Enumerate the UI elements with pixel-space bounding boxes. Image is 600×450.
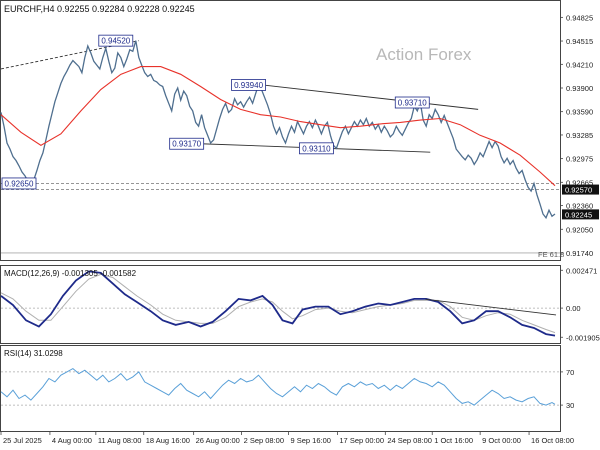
price-tag-label-0: 0.92570	[565, 186, 592, 195]
price-ytick-label-3: 0.93900	[566, 84, 593, 93]
price-tag-bg-1	[562, 209, 599, 220]
macd-signal-line	[0, 273, 556, 334]
price-ytick-label-1: 0.94515	[566, 37, 593, 46]
macd-title: MACD(12,26,9) -0.001305 -0.001582	[4, 269, 137, 278]
level-box-2	[394, 96, 430, 109]
level-box-3	[169, 137, 205, 150]
macd-ytick-label-1: 0.00	[566, 304, 581, 313]
xtick-label-11: 16 Oct 08:00	[531, 436, 574, 445]
rsi-layer: 70 30	[0, 367, 574, 410]
level-label-2: 0.93710	[398, 99, 427, 108]
price-tag-label-1: 0.92245	[565, 210, 592, 219]
macd-layer: 0.002471 0.00 -0.001905	[0, 266, 600, 342]
macd-line	[0, 270, 556, 337]
xtick-label-2: 11 Aug 08:00	[98, 436, 142, 445]
price-layer: 0.94520 0.93940 0.93710 0.93170 0.93110 0.926…	[0, 13, 599, 258]
xtick-label-5: 2 Sep 08:00	[244, 436, 284, 445]
level-box-0	[98, 34, 134, 47]
price-tag-bg-0	[562, 184, 599, 195]
price-ytick-label-0: 0.94825	[566, 13, 593, 22]
level-box-5	[1, 177, 37, 190]
level-label-4: 0.93110	[302, 144, 331, 153]
price-ytick-label-7: 0.92665	[566, 178, 593, 187]
rsi-line	[0, 367, 556, 406]
price-ytick-label-5: 0.93285	[566, 131, 593, 140]
macd-ytick-label-0: 0.002471	[566, 266, 597, 275]
price-ytick-label-2: 0.94210	[566, 60, 593, 69]
xtick-label-3: 18 Aug 16:00	[146, 436, 190, 445]
price-trend-line-1	[262, 84, 479, 110]
level-box-4	[299, 142, 334, 155]
rsi-ytick-label-1: 30	[566, 401, 574, 410]
level-label-0: 0.94520	[101, 37, 130, 46]
rsi-panel-frame	[0, 345, 561, 432]
fe-label: FE 61.8	[538, 250, 564, 259]
price-ytick-label-4: 0.93590	[566, 108, 593, 117]
xtick-label-10: 9 Oct 00:00	[482, 436, 521, 445]
xtick-label-8: 24 Sep 08:00	[387, 436, 432, 445]
rsi-ytick-label-0: 70	[566, 368, 574, 377]
price-ytick-label-8: 0.92360	[566, 202, 593, 211]
level-box-1	[231, 79, 266, 91]
price-ytick-label-6: 0.92975	[566, 155, 593, 164]
xtick-label-4: 26 Aug 00:00	[196, 436, 240, 445]
price-ytick-label-10: 0.91740	[566, 249, 593, 258]
level-label-5: 0.92650	[5, 179, 34, 188]
price-ytick-label-9: 0.92050	[566, 225, 593, 234]
price-series-line	[0, 40, 556, 220]
watermark: Action Forex	[376, 45, 472, 64]
xtick-label-6: 9 Sep 16:00	[290, 436, 330, 445]
level-label-1: 0.93940	[234, 81, 263, 90]
xtick-label-7: 17 Sep 00:00	[339, 436, 384, 445]
moving-average-line	[0, 66, 556, 187]
macd-ytick-label-2: -0.001905	[566, 333, 600, 342]
rsi-title: RSI(14) 31.0298	[4, 349, 63, 358]
xtick-label-1: 4 Aug 00:00	[52, 436, 92, 445]
macd-trend-line	[425, 298, 557, 316]
xtick-label-9: 1 Oct 16:00	[434, 436, 473, 445]
level-label-3: 0.93170	[172, 140, 201, 149]
xtick-label-0: 25 Jul 2025	[3, 436, 42, 445]
symbol-header: EURCHF,H4 0.92255 0.92284 0.92228 0.9224…	[4, 4, 195, 14]
axis-layer: 25 Jul 2025 4 Aug 00:00 11 Aug 08:00 18 Aug…	[0, 432, 574, 445]
